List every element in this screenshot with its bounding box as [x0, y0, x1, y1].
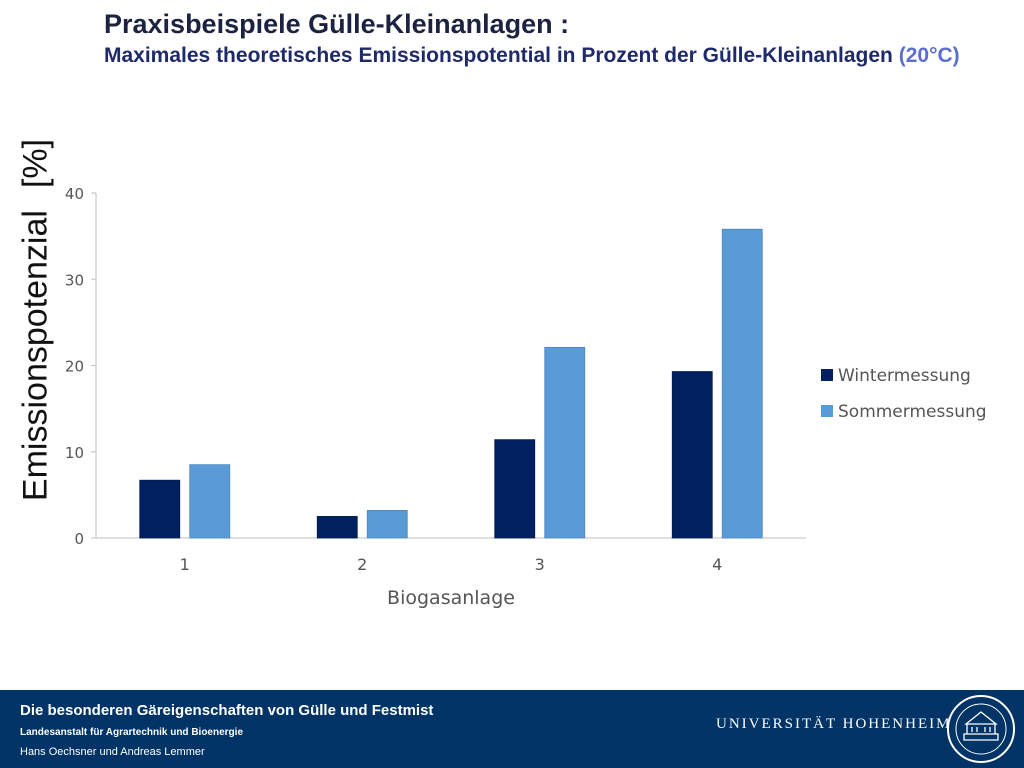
bar-wintermessung-4 [671, 371, 713, 539]
x-axis-label: Biogasanlage [387, 587, 515, 609]
bar-sommermessung-3 [544, 346, 586, 539]
page-title: Praxisbeispiele Gülle-Kleinanlagen : [104, 9, 570, 39]
x-tick-label: 4 [712, 555, 722, 574]
footer-title: Die besonderen Gäreigenschaften von Güll… [20, 702, 434, 719]
legend-swatch-wintermessung [821, 369, 833, 381]
title-block: Praxisbeispiele Gülle-Kleinanlagen : Max… [104, 8, 1004, 70]
bar-wintermessung-3 [494, 439, 536, 539]
y-tick-label: 10 [65, 444, 84, 462]
y-tick-label: 30 [65, 271, 84, 289]
legend-label-sommermessung: Sommermessung [838, 402, 987, 422]
x-tick-label: 3 [535, 555, 545, 574]
bar-wintermessung-1 [139, 479, 181, 539]
subtitle-highlight: (20°C) [898, 44, 960, 67]
bar-sommermessung-2 [366, 509, 408, 539]
page-subtitle: Maximales theoretisches Emissionspotenti… [104, 42, 1004, 70]
y-tick-label: 20 [65, 358, 84, 376]
y-tick-label: 0 [74, 530, 84, 548]
bar-sommermessung-1 [189, 464, 231, 539]
y-tick-label: 40 [65, 185, 84, 203]
footer-institute: Landesanstalt für Agrartechnik und Bioen… [20, 727, 244, 738]
subtitle-text: Maximales theoretisches Emissionspotenti… [104, 44, 893, 67]
university-seal-icon [947, 695, 1015, 763]
legend-swatch-sommermessung [821, 405, 833, 417]
x-tick-label: 2 [357, 555, 367, 574]
x-tick-label: 1 [180, 555, 190, 574]
bar-chart: 0 10 20 30 40 1 2 3 4 Biogasanlage Wintermessung So… [65, 185, 987, 609]
bar-sommermessung-4 [721, 228, 763, 539]
bar-wintermessung-2 [316, 516, 358, 539]
university-name: UNIVERSITÄT HOHENHEIM [716, 716, 952, 732]
legend-label-wintermessung: Wintermessung [838, 366, 971, 386]
footer: Die besonderen Gäreigenschaften von Güll… [0, 690, 1024, 768]
footer-authors: Hans Oechsner und Andreas Lemmer [20, 746, 205, 758]
